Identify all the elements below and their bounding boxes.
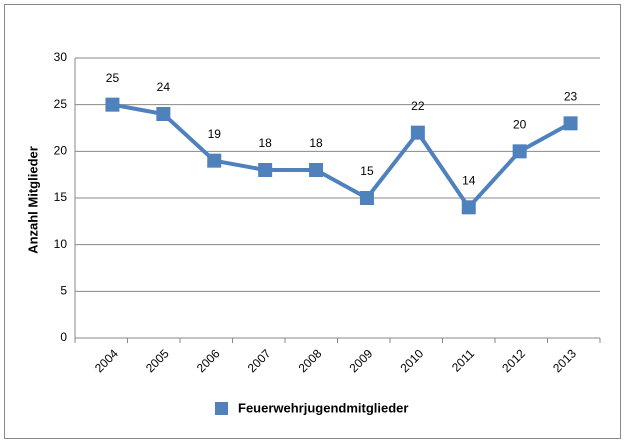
y-axis-label: Anzahl Mitglieder (25, 146, 40, 254)
marker (359, 191, 374, 205)
data-label: 25 (106, 71, 120, 85)
y-tick-label: 25 (54, 97, 68, 111)
y-tick-label: 30 (54, 50, 68, 64)
data-label: 24 (157, 80, 171, 94)
y-tick-label: 5 (60, 284, 67, 298)
marker (258, 163, 273, 177)
marker (309, 163, 324, 177)
data-label: 23 (564, 90, 578, 104)
marker (156, 107, 171, 121)
y-tick-label: 10 (54, 237, 68, 251)
marker (105, 97, 120, 112)
data-label: 20 (513, 118, 527, 132)
legend-label: Feuerwehrjugendmitglieder (238, 400, 408, 415)
y-tick-label: 0 (60, 330, 67, 344)
data-label: 19 (208, 127, 222, 141)
y-tick-label: 20 (54, 144, 68, 158)
y-tick-label: 15 (54, 190, 68, 204)
line (112, 102, 572, 210)
data-label: 18 (258, 136, 272, 150)
marker (410, 125, 425, 140)
data-label: 22 (411, 99, 425, 113)
data-label: 18 (309, 136, 323, 150)
chart-border (4, 4, 621, 439)
data-label: 15 (360, 164, 374, 178)
legend-swatch (215, 402, 228, 415)
data-label: 14 (462, 174, 476, 188)
marker (461, 200, 476, 215)
marker (512, 144, 527, 159)
marker (563, 116, 578, 131)
marker (207, 153, 222, 168)
